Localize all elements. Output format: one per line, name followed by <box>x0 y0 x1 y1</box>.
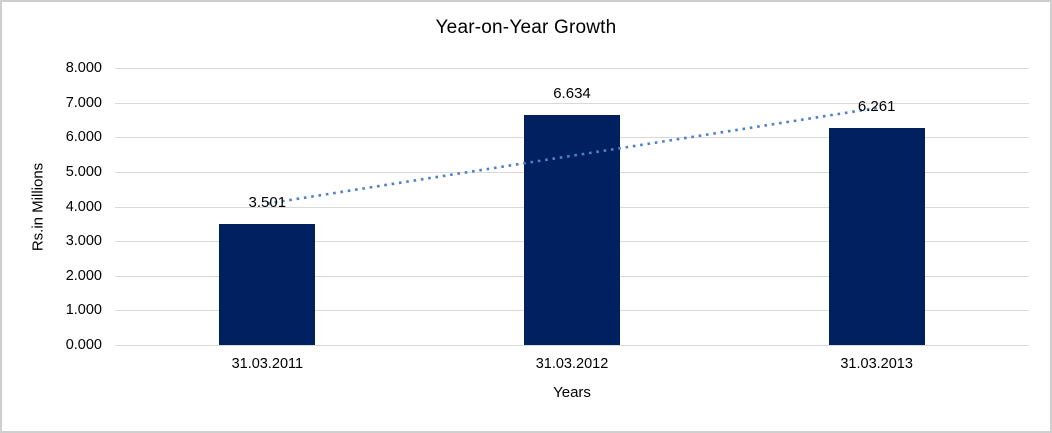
bar <box>828 128 925 345</box>
y-axis-tick-label: 8.000 <box>65 60 102 76</box>
y-axis-tick-label: 0.000 <box>65 337 102 353</box>
y-axis-tick-label: 2.000 <box>65 267 102 284</box>
gridline <box>115 68 1029 69</box>
y-axis-tick-label: 4.000 <box>65 198 102 215</box>
y-axis-tick-label: 7.000 <box>65 94 102 111</box>
x-axis-tick-label: 31.03.2011 <box>231 356 304 372</box>
y-axis-tick-label: 3.000 <box>65 233 102 250</box>
y-axis-tick-label: 1.000 <box>65 302 102 319</box>
gridline <box>115 102 1029 104</box>
y-axis-tick-label: 6.000 <box>65 129 102 146</box>
gridline <box>115 345 1029 346</box>
bar-data-label: 3.501 <box>248 193 287 211</box>
bar <box>219 223 316 345</box>
x-axis-tick-label: 31.03.2012 <box>535 356 609 372</box>
bar <box>524 115 620 345</box>
x-axis-tick-label: 31.03.2013 <box>840 356 913 372</box>
bar-data-label: 6.634 <box>553 85 591 103</box>
chart-title: Year-on-Year Growth <box>435 17 617 38</box>
y-axis-tick-label: 5.000 <box>65 163 102 180</box>
x-axis-title: Years <box>553 384 591 401</box>
bar-data-label: 6.261 <box>857 98 896 116</box>
